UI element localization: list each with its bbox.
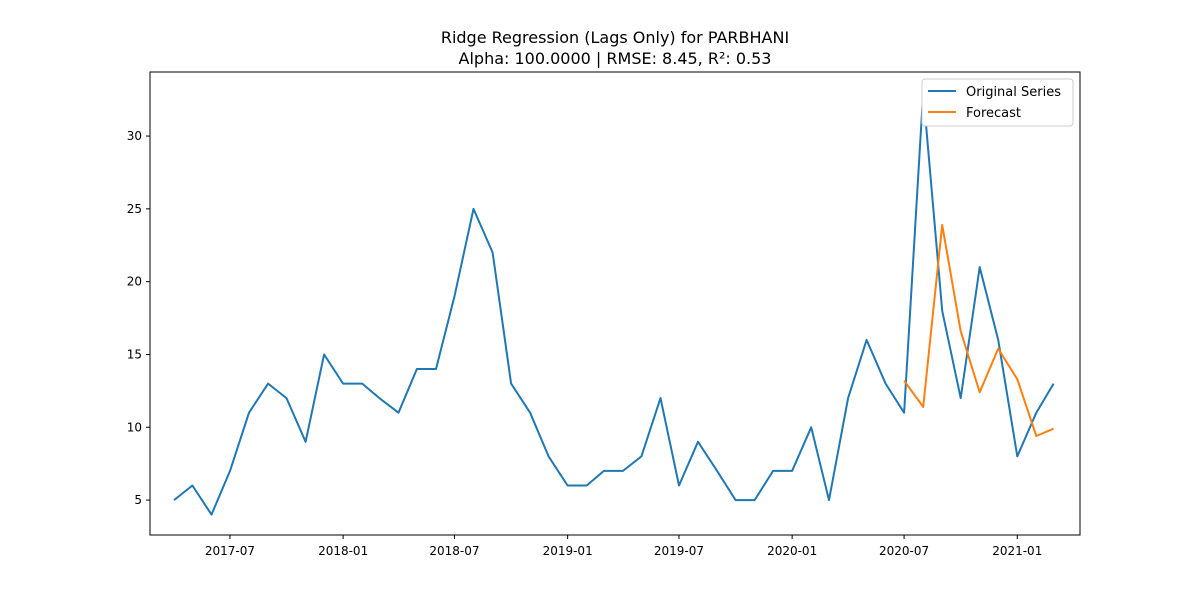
y-tick-label: 25	[127, 202, 142, 216]
y-tick-label: 30	[127, 129, 142, 143]
y-tick-label: 15	[127, 347, 142, 361]
legend-box	[921, 78, 1074, 127]
series-line-original-series	[173, 91, 1055, 516]
y-tick-label: 10	[127, 420, 142, 434]
y-tick-label: 20	[127, 275, 142, 289]
x-tick-label: 2017-07	[205, 544, 255, 558]
y-axis: 5 10 15 20 25 30	[127, 129, 150, 507]
series-line-forecast	[903, 223, 1054, 437]
legend-label: Forecast	[966, 106, 1021, 121]
y-tick-label: 5	[134, 493, 142, 507]
x-tick-label: 2021-01	[992, 544, 1042, 558]
x-tick-label: 2020-07	[879, 544, 929, 558]
x-axis: 2017-07 2018-01 2018-07 2019-01 2019-07 2020-…	[205, 535, 1042, 558]
chart-subtitle: Alpha: 100.0000 | RMSE: 8.45, R²: 0.53	[459, 49, 772, 68]
x-tick-label: 2019-07	[654, 544, 704, 558]
x-tick-label: 2020-01	[767, 544, 817, 558]
x-tick-label: 2018-01	[318, 544, 368, 558]
legend-label: Original Series	[966, 85, 1061, 100]
legend: Original Series Forecast	[921, 78, 1074, 127]
plot-area	[173, 91, 1055, 516]
x-tick-label: 2019-01	[543, 544, 593, 558]
x-tick-label: 2018-07	[429, 544, 479, 558]
chart-title: Ridge Regression (Lags Only) for PARBHAN…	[441, 28, 789, 47]
plot-frame	[149, 71, 1081, 536]
